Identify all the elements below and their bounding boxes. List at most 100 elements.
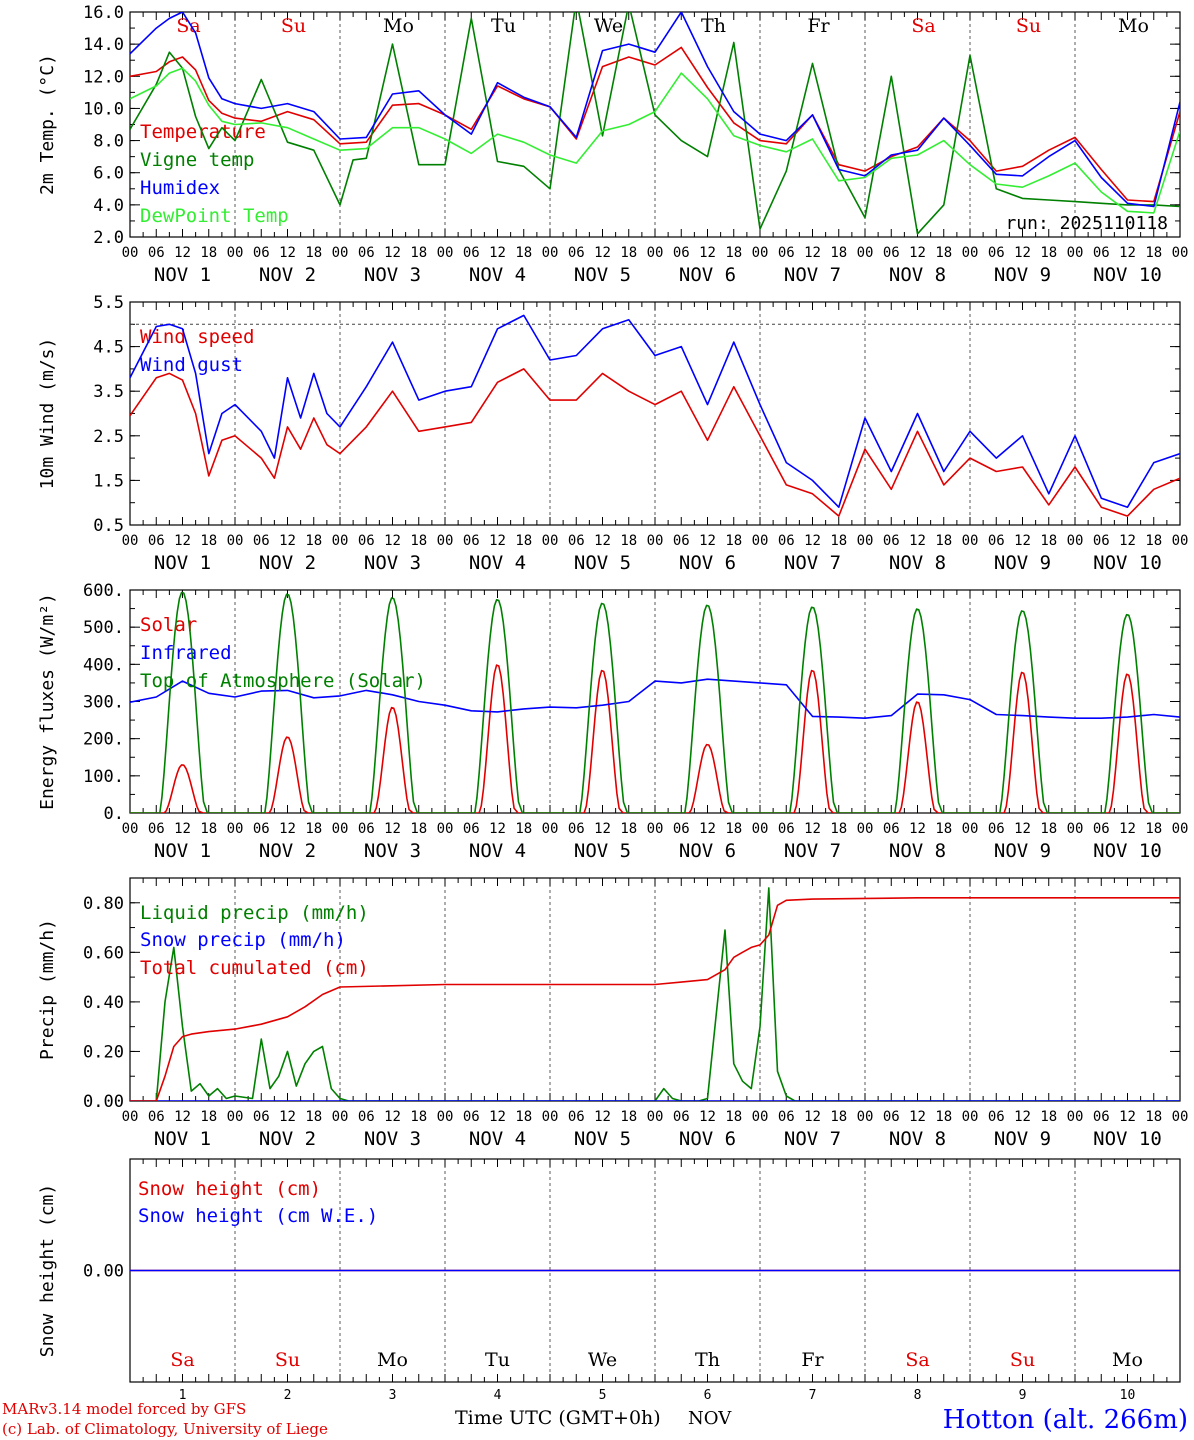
- hour-tick-label: 00: [647, 1109, 664, 1125]
- date-label: NOV 1: [154, 264, 211, 286]
- hour-tick-label: 12: [174, 533, 191, 549]
- date-label: NOV 3: [364, 840, 421, 862]
- weekday-label: Mo: [1112, 1349, 1143, 1371]
- date-label: NOV 4: [469, 1128, 526, 1150]
- date-label: NOV 10: [1093, 1128, 1162, 1150]
- y-tick-label: 0.60: [83, 943, 124, 963]
- hour-tick-label: 12: [699, 245, 716, 261]
- hour-tick-label: 00: [542, 245, 559, 261]
- hour-tick-label: 06: [148, 821, 165, 837]
- day-number: 7: [809, 1388, 817, 1403]
- hour-tick-label: 18: [935, 533, 952, 549]
- hour-tick-label: 06: [988, 245, 1005, 261]
- hour-tick-label: 18: [1040, 533, 1057, 549]
- hour-tick-label: 18: [620, 533, 637, 549]
- hour-tick-label: 12: [1014, 245, 1031, 261]
- day-number: 8: [914, 1388, 922, 1403]
- hour-tick-label: 18: [1040, 1109, 1057, 1125]
- hour-tick-label: 12: [279, 245, 296, 261]
- hour-tick-label: 06: [568, 821, 585, 837]
- hour-tick-label: 18: [1145, 1109, 1162, 1125]
- hour-tick-label: 00: [332, 821, 349, 837]
- hour-tick-label: 12: [384, 245, 401, 261]
- date-label: NOV 5: [574, 264, 631, 286]
- date-label: NOV 5: [574, 552, 631, 574]
- hour-tick-label: 00: [647, 533, 664, 549]
- hour-tick-label: 12: [594, 821, 611, 837]
- hour-tick-label: 12: [909, 821, 926, 837]
- hour-tick-label: 00: [122, 533, 139, 549]
- weekday-label: Tu: [485, 1349, 510, 1371]
- date-label: NOV 8: [889, 840, 946, 862]
- hour-tick-label: 12: [279, 1109, 296, 1125]
- date-label: NOV 1: [154, 552, 211, 574]
- y-tick-label: 4.0: [93, 196, 124, 216]
- hour-tick-label: 00: [857, 533, 874, 549]
- y-tick-label: 600.: [83, 581, 124, 601]
- hour-tick-label: 18: [725, 1109, 742, 1125]
- hour-tick-label: 18: [620, 1109, 637, 1125]
- hour-tick-label: 00: [647, 821, 664, 837]
- hour-tick-label: 18: [515, 1109, 532, 1125]
- series-humidex: [130, 12, 1180, 208]
- hour-tick-label: 06: [1093, 533, 1110, 549]
- day-number: 3: [389, 1388, 397, 1403]
- plot-frame: [129, 301, 1181, 526]
- hour-tick-label: 00: [437, 821, 454, 837]
- hour-tick-label: 12: [489, 533, 506, 549]
- hour-tick-label: 18: [305, 245, 322, 261]
- date-label: NOV 9: [994, 840, 1051, 862]
- hour-tick-label: 12: [804, 533, 821, 549]
- hour-tick-label: 00: [857, 245, 874, 261]
- hour-tick-label: 06: [358, 533, 375, 549]
- date-label: NOV 4: [469, 552, 526, 574]
- day-number: 6: [704, 1388, 712, 1403]
- day-number: 1: [179, 1388, 187, 1403]
- hour-tick-label: 00: [227, 245, 244, 261]
- series-solar: [130, 664, 1180, 813]
- panel-5: 0.00 Snow height (cm) Sa Su Mo Tu We Th Fr Sa Su Mo…: [37, 1158, 1181, 1383]
- hour-tick-label: 06: [883, 1109, 900, 1125]
- weekday-label: Sa: [170, 1349, 194, 1371]
- day-number: 9: [1019, 1388, 1027, 1403]
- hour-tick-label: 12: [804, 1109, 821, 1125]
- hour-tick-label: 12: [1014, 821, 1031, 837]
- hour-tick-label: 06: [1093, 821, 1110, 837]
- y-tick-label: 16.0: [83, 3, 124, 23]
- hour-tick-label: 06: [148, 245, 165, 261]
- hour-tick-label: 06: [778, 1109, 795, 1125]
- date-label: NOV 3: [364, 1128, 421, 1150]
- hour-tick-label: 06: [463, 533, 480, 549]
- y-tick-label: 0.40: [83, 993, 124, 1013]
- hour-tick-label: 12: [1119, 533, 1136, 549]
- hour-tick-label: 12: [699, 1109, 716, 1125]
- hour-tick-label: 06: [463, 821, 480, 837]
- date-label: NOV 9: [994, 552, 1051, 574]
- date-label: NOV 8: [889, 264, 946, 286]
- hour-tick-label: 12: [489, 821, 506, 837]
- hour-tick-label: 00: [857, 1109, 874, 1125]
- hour-tick-label: 00: [122, 245, 139, 261]
- y-tick-label: 0.: [104, 804, 124, 824]
- hour-tick-label: 06: [883, 533, 900, 549]
- y-axis-label: Snow height (cm): [37, 1184, 58, 1357]
- date-label: NOV 7: [784, 1128, 841, 1150]
- hour-tick-label: 12: [804, 821, 821, 837]
- hour-tick-label: 00: [857, 821, 874, 837]
- hour-tick-label: 12: [699, 821, 716, 837]
- hour-tick-label: 18: [305, 821, 322, 837]
- hour-tick-label: 12: [594, 1109, 611, 1125]
- hour-tick-label: 12: [594, 245, 611, 261]
- y-tick-label: 2.0: [93, 228, 124, 248]
- y-tick-label: 0.5: [93, 516, 124, 536]
- date-label: NOV 2: [259, 264, 316, 286]
- hour-tick-label: 00: [227, 1109, 244, 1125]
- series-infrared: [130, 678, 1180, 719]
- hour-tick-label: 18: [1145, 821, 1162, 837]
- hour-tick-label: 00: [542, 821, 559, 837]
- date-label: NOV 9: [994, 1128, 1051, 1150]
- hour-tick-label: 12: [279, 821, 296, 837]
- x-axis-title: Time UTC (GMT+0h): [455, 1407, 661, 1429]
- hour-tick-label: 18: [515, 245, 532, 261]
- hour-tick-label: 18: [830, 1109, 847, 1125]
